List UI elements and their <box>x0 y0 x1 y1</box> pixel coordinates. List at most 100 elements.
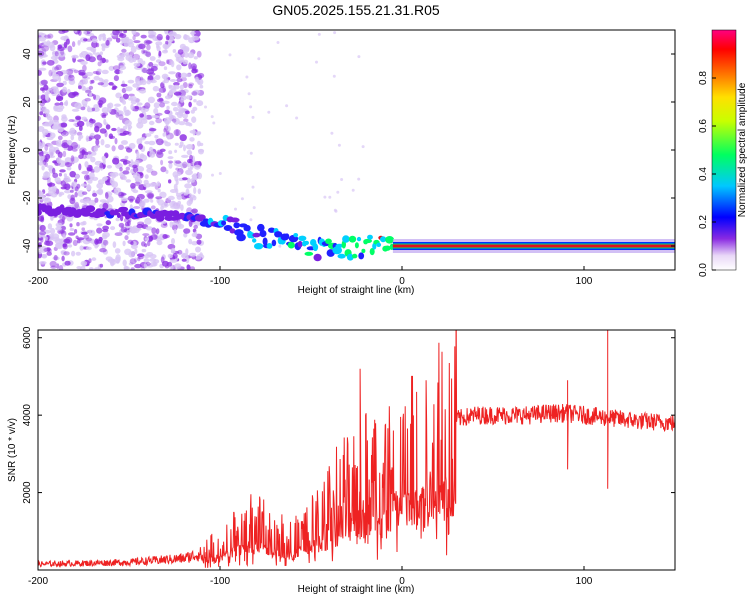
noise-blob <box>92 70 100 75</box>
noise-blob <box>151 115 160 119</box>
heatmap-frame <box>37 29 676 271</box>
noise-blob <box>88 85 94 90</box>
noise-blob <box>79 221 86 226</box>
noise-blob <box>160 223 168 228</box>
noise-blob <box>185 248 189 255</box>
noise-blob <box>149 151 156 158</box>
noise-blob <box>56 157 62 164</box>
noise-blob <box>267 110 271 114</box>
signal-blob <box>118 206 129 212</box>
noise-blob <box>175 188 179 195</box>
noise-blob <box>168 150 173 155</box>
noise-blob <box>127 42 135 48</box>
noise-blob <box>143 263 148 269</box>
noise-blob <box>180 72 188 79</box>
noise-blob <box>55 139 62 146</box>
noise-blob <box>174 142 179 146</box>
noise-blob <box>96 223 103 227</box>
noise-blob <box>192 106 198 112</box>
noise-blob <box>125 36 130 42</box>
noise-blob <box>182 161 188 169</box>
noise-blob <box>76 237 85 241</box>
noise-blob <box>42 123 50 127</box>
noise-blob <box>41 253 48 259</box>
noise-blob <box>193 56 198 60</box>
noise-blob <box>113 75 119 82</box>
noise-blob <box>127 79 135 84</box>
noise-blob <box>58 172 63 177</box>
noise-blob <box>166 59 170 64</box>
noise-blob <box>86 46 95 51</box>
noise-blob <box>171 224 178 231</box>
signal-blob <box>229 228 236 234</box>
noise-blob <box>124 222 130 227</box>
noise-blob <box>176 194 183 200</box>
signal-blob <box>229 217 240 223</box>
noise-blob <box>54 102 61 106</box>
colorbar-gradient <box>711 29 737 271</box>
noise-blob <box>183 118 189 122</box>
noise-blob <box>158 87 167 93</box>
noise-blob <box>161 73 169 80</box>
noise-blob <box>110 226 116 231</box>
noise-blob <box>165 40 169 45</box>
noise-blob <box>164 109 171 115</box>
noise-blob <box>139 153 145 159</box>
noise-blob <box>186 264 191 270</box>
noise-blob <box>176 78 183 83</box>
noise-blob <box>55 64 62 71</box>
noise-blob <box>52 236 60 242</box>
noise-blob <box>85 135 90 142</box>
noise-blob <box>118 191 124 199</box>
signal-blob <box>312 243 319 252</box>
noise-blob <box>153 102 160 109</box>
noise-blob <box>123 30 127 34</box>
noise-blob <box>38 115 41 121</box>
noise-blob <box>50 265 57 269</box>
signal-blob <box>313 253 322 262</box>
noise-blob <box>71 54 79 59</box>
signal-blob <box>342 235 350 243</box>
noise-blob <box>257 57 261 61</box>
noise-blob <box>89 119 96 124</box>
noise-blob <box>108 82 114 86</box>
noise-blob <box>88 267 94 270</box>
noise-blob <box>180 204 184 211</box>
noise-blob <box>42 61 47 65</box>
noise-blob <box>164 95 172 100</box>
noise-blob <box>149 182 157 187</box>
noise-blob <box>92 192 98 197</box>
noise-blob <box>74 186 79 192</box>
noise-blob <box>190 63 197 71</box>
noise-blob <box>122 130 130 135</box>
noise-blob <box>114 232 123 237</box>
noise-blob <box>43 108 50 115</box>
noise-blob <box>143 198 150 203</box>
noise-blob <box>50 227 56 235</box>
noise-blob <box>150 170 158 176</box>
noise-blob <box>83 30 87 35</box>
noise-blob <box>188 238 193 245</box>
noise-blob <box>101 234 108 240</box>
y-tick-label: 0 <box>22 147 33 153</box>
noise-blob <box>197 188 201 195</box>
noise-blob <box>43 84 49 91</box>
noise-blob <box>160 82 165 89</box>
noise-blob <box>53 254 58 261</box>
noise-blob <box>43 34 51 39</box>
noise-blob <box>94 122 103 129</box>
signal-blob <box>252 238 257 243</box>
noise-blob <box>128 142 136 150</box>
signal-blob <box>372 242 377 250</box>
colorbar-tick-label: 0.2 <box>698 215 709 229</box>
noise-blob <box>39 224 46 232</box>
noise-blob <box>73 69 79 74</box>
noise-blob <box>111 181 119 188</box>
noise-blob <box>63 175 71 183</box>
noise-blob <box>99 51 103 55</box>
noise-blob <box>116 126 121 134</box>
noise-blob <box>177 103 181 108</box>
noise-blob <box>197 131 202 135</box>
noise-blob <box>93 94 96 100</box>
noise-blob <box>167 156 174 160</box>
